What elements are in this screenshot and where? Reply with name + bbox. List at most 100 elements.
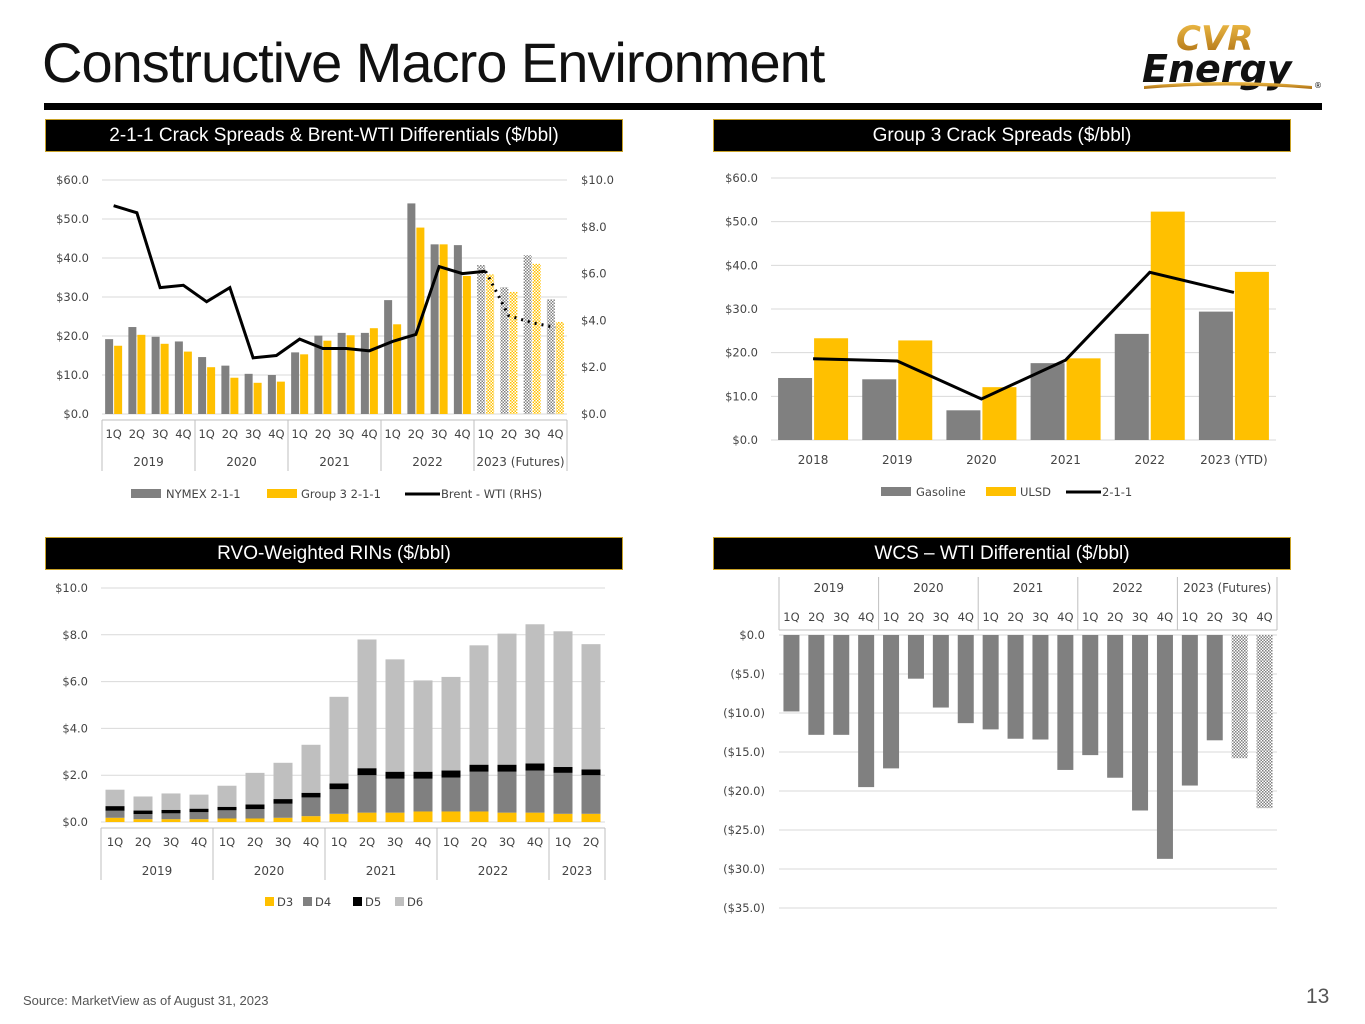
crack-y2-tick-label: $10.0 bbox=[581, 173, 614, 187]
d3-bar-segment bbox=[273, 817, 293, 822]
rins-quarter-label: 1Q bbox=[219, 835, 235, 849]
group3-bar bbox=[300, 354, 309, 414]
crack-y-tick-label: $50.0 bbox=[56, 212, 89, 226]
d5-bar-segment bbox=[301, 792, 321, 798]
d5-bar-segment bbox=[245, 804, 265, 810]
wcs-bar bbox=[858, 635, 875, 788]
crack-year-label: 2020 bbox=[226, 455, 257, 469]
wcs-quarter-label: 1Q bbox=[783, 610, 799, 624]
d3-bar-segment bbox=[329, 813, 349, 822]
rins-year-label: 2023 bbox=[562, 864, 593, 878]
d3-bar-segment bbox=[189, 819, 209, 822]
d6-bar-segment bbox=[133, 796, 153, 811]
crack-y-tick-label: $10.0 bbox=[56, 368, 89, 382]
d4-bar-segment bbox=[525, 770, 545, 813]
crack-quarter-label: 4Q bbox=[175, 427, 191, 441]
crack-y-tick-label: $60.0 bbox=[56, 173, 89, 187]
rins-quarter-label: 3Q bbox=[275, 835, 291, 849]
legend-group3-label: Group 3 2-1-1 bbox=[301, 487, 381, 501]
crack-quarter-label: 2Q bbox=[222, 427, 238, 441]
rins-quarter-label: 2Q bbox=[247, 835, 263, 849]
legend-d4-label: D4 bbox=[315, 895, 331, 909]
group3-y-tick-label: $50.0 bbox=[725, 215, 758, 229]
brent-wti-line bbox=[113, 204, 486, 360]
group3-211-line bbox=[813, 270, 1235, 401]
group3-bar bbox=[114, 345, 123, 414]
wcs-bar bbox=[1007, 635, 1024, 739]
legend-d4-swatch bbox=[303, 897, 312, 906]
nymex-bar bbox=[314, 335, 323, 414]
nymex-bar bbox=[337, 332, 346, 414]
wcs-quarter-label: 3Q bbox=[1231, 610, 1247, 624]
wcs-bar bbox=[883, 635, 900, 769]
legend-d5-label: D5 bbox=[365, 895, 381, 909]
group3-y-tick-label: $40.0 bbox=[725, 258, 758, 272]
gasoline-bar bbox=[862, 379, 897, 440]
page-title: Constructive Macro Environment bbox=[42, 31, 825, 94]
wcs-quarter-label: 4Q bbox=[1057, 610, 1073, 624]
crack-y-tick-label: $40.0 bbox=[56, 251, 89, 265]
wcs-quarter-label: 2Q bbox=[808, 610, 824, 624]
d3-bar-segment bbox=[413, 811, 433, 822]
rins-quarter-label: 2Q bbox=[471, 835, 487, 849]
d5-bar-segment bbox=[329, 783, 349, 790]
nymex-bar bbox=[430, 244, 439, 414]
wcs-bar bbox=[1057, 635, 1074, 770]
wcs-quarter-label: 2Q bbox=[1007, 610, 1023, 624]
rins-quarter-label: 3Q bbox=[499, 835, 515, 849]
legend-ulsd-swatch bbox=[986, 487, 1016, 496]
group3-bar bbox=[230, 377, 239, 414]
rins-year-label: 2022 bbox=[478, 864, 509, 878]
rins-y-tick-label: $4.0 bbox=[62, 721, 88, 735]
crack-quarter-label: 1Q bbox=[105, 427, 121, 441]
legend-nymex-label: NYMEX 2-1-1 bbox=[166, 487, 241, 501]
d3-bar-segment bbox=[217, 818, 237, 822]
d6-bar-segment bbox=[413, 680, 433, 772]
crack-year-label: 2019 bbox=[133, 455, 164, 469]
gasoline-bar bbox=[946, 410, 981, 440]
crack-quarter-label: 3Q bbox=[431, 427, 447, 441]
wcs-quarter-label: 1Q bbox=[883, 610, 899, 624]
d5-bar-segment bbox=[553, 767, 573, 773]
ulsd-bar bbox=[1150, 211, 1185, 440]
d4-bar-segment bbox=[581, 775, 601, 814]
d5-bar-segment bbox=[161, 809, 181, 814]
d4-bar-segment bbox=[161, 813, 181, 820]
crack-y-tick-label: $0.0 bbox=[63, 407, 89, 421]
rins-quarter-label: 1Q bbox=[443, 835, 459, 849]
wcs-quarter-label: 4Q bbox=[1157, 610, 1173, 624]
wcs-bar bbox=[932, 635, 949, 708]
wcs-year-label: 2022 bbox=[1112, 581, 1143, 595]
wcs-quarter-label: 3Q bbox=[1132, 610, 1148, 624]
crack-year-label: 2023 (Futures) bbox=[476, 455, 564, 469]
nymex-bar bbox=[291, 352, 300, 414]
wcs-bar bbox=[1156, 635, 1173, 859]
group3-bar bbox=[276, 381, 285, 414]
group3-year-label: 2023 (YTD) bbox=[1200, 453, 1268, 467]
legend-d3-swatch bbox=[265, 897, 274, 906]
crack-quarter-label: 1Q bbox=[384, 427, 400, 441]
ulsd-bar bbox=[1234, 271, 1269, 440]
d5-bar-segment bbox=[273, 799, 293, 804]
group3-year-label: 2018 bbox=[798, 453, 829, 467]
nymex-bar bbox=[523, 255, 532, 414]
crack-spread-chart: $0.0 $10.0 $20.0 $30.0 $40.0 $50.0 $60.0 $0.0 $2… bbox=[56, 173, 614, 501]
nymex-bar bbox=[267, 375, 276, 414]
d4-bar-segment bbox=[385, 778, 405, 813]
wcs-quarter-label: 2Q bbox=[908, 610, 924, 624]
rins-quarter-label: 2Q bbox=[359, 835, 375, 849]
wcs-quarter-label: 2Q bbox=[1107, 610, 1123, 624]
wcs-bar bbox=[808, 635, 825, 735]
group3-chart-title: Group 3 Crack Spreads ($/bbl) bbox=[713, 119, 1291, 152]
legend-d6-swatch bbox=[395, 897, 404, 906]
rins-y-tick-label: $2.0 bbox=[62, 768, 88, 782]
d5-bar-segment bbox=[497, 764, 517, 772]
legend-211-label: 2-1-1 bbox=[1102, 485, 1132, 499]
d4-bar-segment bbox=[469, 771, 489, 812]
wcs-tick-label: ($35.0) bbox=[723, 901, 765, 915]
wcs-quarter-label: 1Q bbox=[1082, 610, 1098, 624]
cvr-energy-logo: CVR Energy ® bbox=[1142, 20, 1322, 91]
crack-chart-title: 2-1-1 Crack Spreads & Brent-WTI Differen… bbox=[45, 119, 623, 152]
rins-quarter-label: 2Q bbox=[135, 835, 151, 849]
nymex-bar bbox=[384, 300, 393, 414]
